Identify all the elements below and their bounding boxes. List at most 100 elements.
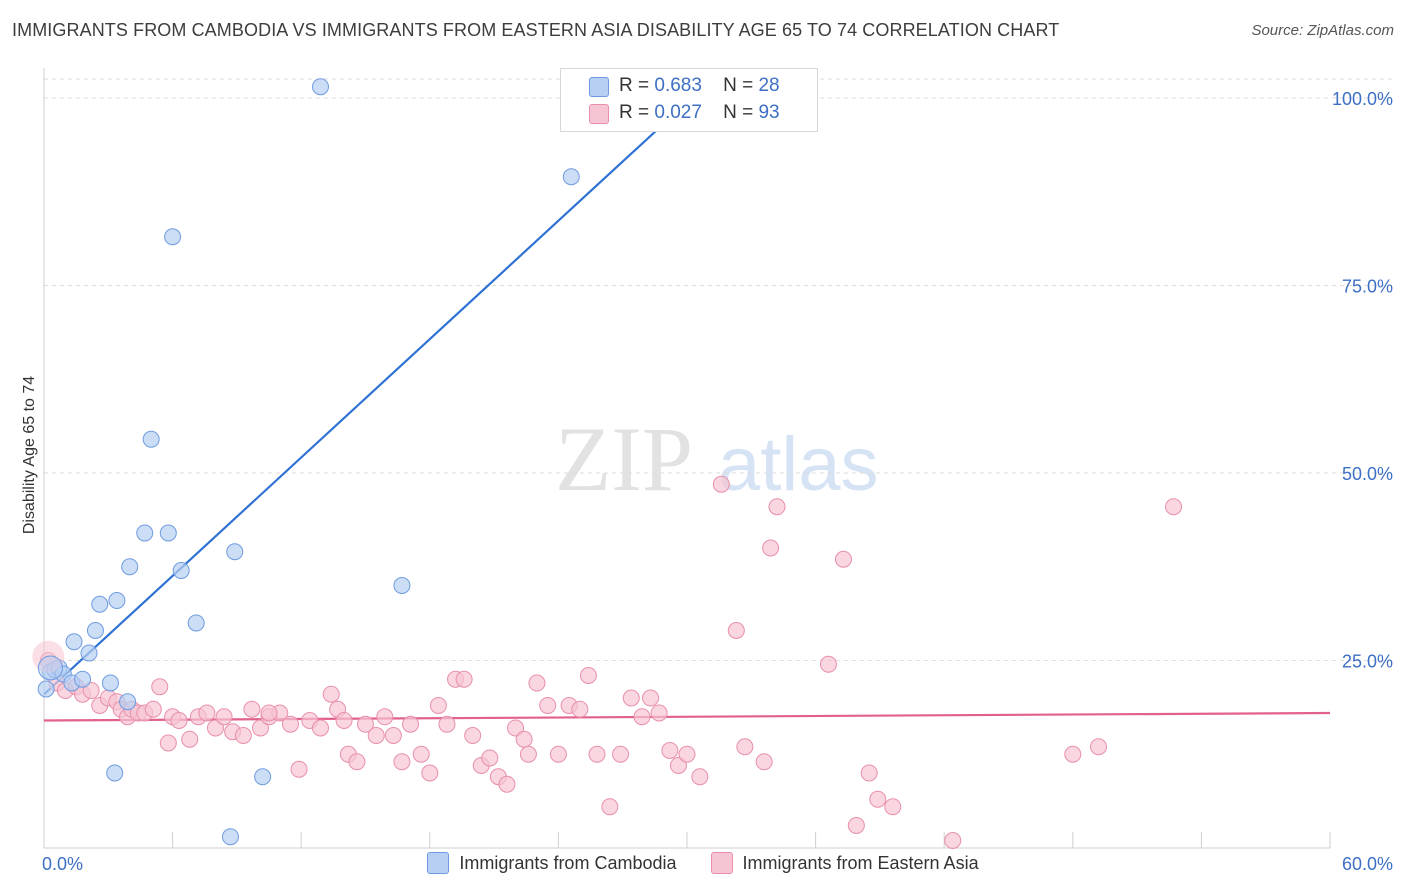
point-eastern-asia: [170, 712, 188, 729]
point-cambodia: [80, 644, 98, 662]
point-eastern-asia: [464, 727, 482, 744]
point-eastern-asia: [281, 715, 299, 733]
watermark-zip: ZIP: [555, 408, 693, 510]
point-eastern-asia: [290, 760, 308, 778]
point-eastern-asia: [633, 708, 651, 726]
y-tick-label: 100.0%: [1332, 89, 1393, 109]
legend-n-label: N =: [723, 102, 754, 123]
source-label: Source: ZipAtlas.com: [1251, 22, 1394, 39]
chart-title: IMMIGRANTS FROM CAMBODIA VS IMMIGRANTS F…: [12, 20, 1060, 40]
point-eastern-asia: [847, 817, 865, 834]
trendline-eastern-asia: [43, 711, 1331, 722]
point-cambodia: [221, 828, 239, 846]
legend-r-label: R =: [619, 75, 650, 96]
point-eastern-asia: [311, 719, 329, 737]
point-cambodia: [393, 577, 411, 594]
point-eastern-asia: [481, 749, 499, 767]
point-eastern-asia: [869, 790, 887, 808]
point-eastern-asia: [335, 712, 353, 729]
point-eastern-asia: [762, 539, 780, 557]
point-eastern-asia: [622, 689, 640, 707]
watermark-atlas: atlas: [718, 422, 879, 507]
legend-row-cambodia: R = 0.683 N = 28: [619, 73, 780, 99]
point-eastern-asia: [661, 742, 679, 759]
point-eastern-asia: [727, 622, 745, 639]
legend-n-value: 93: [758, 102, 780, 123]
point-cambodia: [172, 562, 190, 579]
point-eastern-asia: [507, 719, 525, 737]
bottom-legend: Immigrants from Cambodia Immigrants from…: [0, 852, 1406, 874]
point-eastern-asia: [691, 768, 709, 786]
point-cambodia: [86, 622, 104, 639]
point-eastern-asia: [384, 727, 402, 744]
legend-swatch-cambodia: [589, 77, 609, 97]
legend-row-eastern-asia: R = 0.027 N = 93: [619, 100, 780, 126]
point-eastern-asia: [528, 674, 546, 692]
trendline-cambodia: [43, 89, 701, 696]
point-eastern-asia: [376, 708, 394, 726]
point-eastern-asia: [768, 498, 786, 516]
point-cambodia: [106, 764, 124, 782]
point-eastern-asia: [642, 689, 660, 707]
point-eastern-asia: [539, 697, 557, 714]
x-tick-label: 0.0%: [42, 854, 83, 874]
y-tick-label: 25.0%: [1342, 652, 1393, 672]
bottom-legend-label: Immigrants from Cambodia: [459, 852, 677, 873]
point-eastern-asia: [181, 730, 199, 748]
legend-r-value: 0.027: [654, 102, 702, 123]
point-cambodia: [254, 768, 272, 786]
point-eastern-asia: [455, 670, 473, 688]
point-eastern-asia: [215, 708, 233, 726]
bottom-legend-swatch-eastern-asia: [710, 852, 733, 874]
point-eastern-asia: [755, 753, 773, 771]
point-eastern-asia: [82, 682, 100, 699]
legend-n-value: 28: [758, 75, 780, 96]
stats-legend: R = 0.683 N = 28 R = 0.027 N = 93: [560, 68, 818, 132]
point-eastern-asia: [736, 738, 754, 756]
point-cambodia: [121, 558, 139, 576]
point-eastern-asia: [206, 719, 224, 737]
point-eastern-asia: [650, 704, 668, 722]
legend-r-value: 0.683: [654, 75, 702, 96]
bottom-legend-item-cambodia: Immigrants from Cambodia: [427, 852, 677, 874]
point-eastern-asia: [1165, 498, 1183, 516]
point-eastern-asia: [498, 775, 516, 793]
point-eastern-asia: [571, 700, 589, 718]
point-eastern-asia: [429, 697, 447, 714]
point-cambodia: [37, 680, 55, 698]
bottom-legend-item-eastern-asia: Immigrants from Eastern Asia: [710, 852, 979, 874]
point-eastern-asia: [669, 757, 687, 774]
legend-n-label: N =: [723, 75, 754, 96]
point-eastern-asia: [243, 700, 261, 718]
bottom-legend-label: Immigrants from Eastern Asia: [742, 852, 979, 873]
legend-swatch-eastern-asia: [589, 104, 609, 124]
point-eastern-asia: [579, 667, 597, 684]
point-cambodia: [164, 228, 182, 246]
point-eastern-asia: [144, 700, 162, 718]
point-eastern-asia: [588, 745, 606, 763]
point-cambodia: [187, 614, 205, 632]
point-cambodia: [91, 595, 109, 613]
point-eastern-asia: [884, 798, 902, 816]
point-eastern-asia: [251, 719, 269, 737]
point-eastern-asia: [159, 734, 177, 752]
x-tick-label: 60.0%: [1342, 854, 1393, 874]
point-cambodia: [311, 78, 329, 96]
point-cambodia: [226, 543, 244, 561]
point-eastern-asia: [260, 704, 278, 722]
point-cambodia: [119, 693, 137, 711]
legend-r-label: R =: [619, 102, 650, 123]
point-eastern-asia: [515, 730, 533, 748]
point-eastern-asia: [612, 745, 630, 763]
y-tick-label: 75.0%: [1342, 277, 1393, 297]
point-eastern-asia: [944, 832, 962, 849]
watermark: ZIP atlas: [555, 408, 879, 510]
point-eastern-asia: [234, 727, 252, 744]
point-eastern-asia: [402, 715, 420, 733]
point-eastern-asia: [357, 715, 374, 733]
point-eastern-asia: [348, 753, 366, 771]
point-eastern-asia: [1064, 745, 1082, 763]
point-cambodia: [108, 592, 126, 609]
point-eastern-asia: [819, 655, 837, 673]
